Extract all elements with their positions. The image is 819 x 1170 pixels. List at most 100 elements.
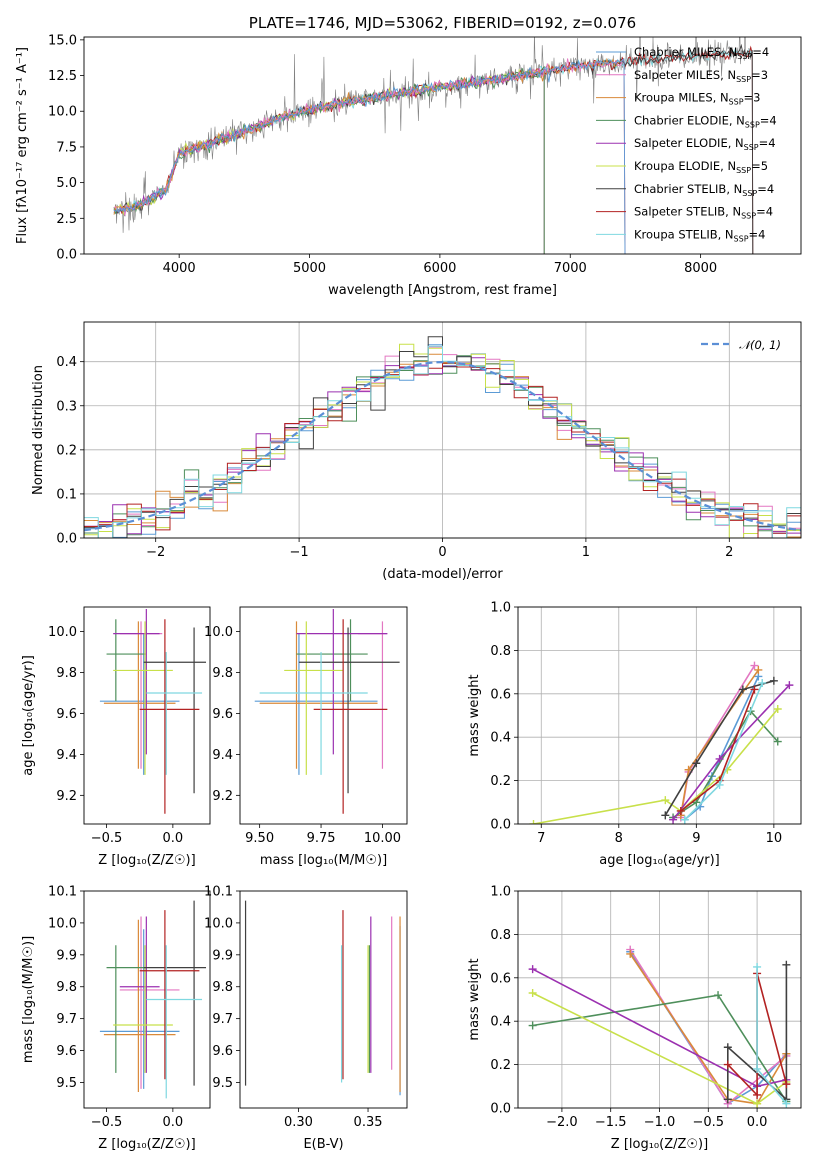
y-tick-label: 0.4: [56, 355, 77, 370]
weight-point-marker: [715, 780, 724, 789]
weight-point-marker: [529, 820, 538, 824]
errorbar-plot: [244, 900, 401, 1096]
x-tick-label: −2.0: [546, 1115, 578, 1130]
legend-suffix: =4: [757, 182, 774, 196]
y-tick-label: 1.0: [490, 885, 511, 900]
x-tick-label: 10.00: [364, 831, 401, 846]
y-axis-label: Normed distribution: [31, 365, 46, 495]
chart-weight-age: 7 8 9 10 0.0 0.2 0.4 0.6 0.8 1.0 age [log₁₀(age/yr…: [467, 601, 802, 868]
y-tick-label: 10.0: [204, 625, 233, 640]
x-tick-label: −1.0: [644, 1115, 676, 1130]
weight-point-marker: [753, 1090, 762, 1099]
histogram-plot: [84, 336, 801, 538]
axes-frame: [517, 606, 802, 825]
y-tick-label: 9.4: [212, 748, 233, 763]
weight-point-marker: [714, 991, 723, 1000]
weight-point-marker: [785, 681, 794, 690]
chart-weight-z: −2.0 −1.5 −1.0 −0.5 0.0 0.0 0.2 0.4 0.6 0.8 1.0 Z […: [467, 885, 802, 1152]
weight-point-marker: [676, 806, 685, 815]
x-tick-label: 7000: [554, 261, 587, 276]
axes-frame: [83, 890, 211, 1109]
axes-frame: [239, 606, 408, 825]
legend-entry: Kroupa MILES, NSSP=3: [634, 91, 760, 107]
legend-name: Kroupa ELODIE, N: [634, 159, 736, 173]
legend-suffix: =4: [752, 45, 769, 59]
y-tick-label: 10.0: [204, 916, 233, 931]
weight-point-marker: [528, 1021, 537, 1030]
y-tick-label: 10.0: [48, 625, 77, 640]
y-tick-label: 9.9: [212, 948, 233, 963]
y-tick-label: 9.6: [212, 1044, 233, 1059]
y-tick-label: 0.8: [490, 644, 511, 659]
x-tick-label: 8: [615, 831, 623, 846]
legend-name: Salpeter MILES, N: [634, 68, 736, 82]
weight-point-marker: [754, 665, 763, 674]
legend-sub: SSP: [745, 120, 760, 129]
y-tick-label: 0.8: [490, 928, 511, 943]
x-tick-label: 8000: [684, 261, 717, 276]
weight-point-marker: [661, 796, 670, 805]
weight-series-line: [664, 680, 775, 816]
chart-ebv-mass: 0.30 0.35 9.5 9.6 9.7 9.8 9.9 10.0 10.1 E(B-V): [204, 885, 408, 1152]
x-tick-label: 2: [725, 545, 733, 560]
weight-point-marker: [782, 1099, 791, 1108]
x-tick-label: 0.0: [163, 1115, 184, 1130]
chart-title: PLATE=1746, MJD=53062, FIBERID=0192, z=0…: [249, 14, 636, 32]
y-tick-label: 9.6: [56, 707, 77, 722]
y-tick-label: 2.5: [56, 212, 77, 227]
legend-entry: Kroupa ELODIE, NSSP=5: [634, 159, 768, 175]
weight-point-marker: [753, 1099, 762, 1108]
y-tick-label: 0.2: [490, 1058, 511, 1073]
legend-sub: SSP: [736, 75, 751, 84]
y-tick-label: 10.0: [48, 105, 77, 120]
x-tick-label: 0.30: [284, 1115, 313, 1130]
y-tick-label: 7.5: [56, 140, 77, 155]
legend-name: Kroupa STELIB, N: [634, 227, 734, 241]
legend-sub: SSP: [742, 189, 757, 198]
y-tick-label: 9.8: [56, 980, 77, 995]
weight-point-marker: [753, 1064, 762, 1073]
y-tick-label: 9.5: [212, 1076, 233, 1091]
y-tick-label: 9.2: [56, 789, 77, 804]
legend-sub: SSP: [736, 166, 751, 175]
x-tick-label: −0.5: [91, 1115, 123, 1130]
y-axis-label: Flux [fλ10⁻¹⁷ erg cm⁻² s⁻¹ A⁻¹]: [15, 47, 30, 244]
y-tick-label: 0.1: [56, 487, 77, 502]
legend-entry: Salpeter STELIB, NSSP=4: [634, 205, 773, 221]
legend-entry: Chabrier STELIB, NSSP=4: [634, 182, 774, 198]
legend-sub: SSP: [734, 234, 749, 243]
y-tick-label: 9.6: [56, 1044, 77, 1059]
weight-point-marker: [528, 965, 537, 974]
legend-suffix: =4: [759, 136, 776, 150]
weight-point-marker: [782, 1080, 791, 1089]
weight-point-marker: [528, 988, 537, 997]
chart-spectrum: 4000 5000 6000 7000 8000 0.0 2.5 5.0 7.5 10.0 12.5…: [15, 14, 802, 298]
weight-point-marker: [758, 678, 767, 687]
weight-point-marker: [738, 685, 747, 694]
y-tick-label: 9.8: [56, 666, 77, 681]
axes-frame: [83, 36, 802, 255]
y-tick-label: 0.6: [490, 687, 511, 702]
y-tick-label: 0.0: [490, 1102, 511, 1117]
weight-plot: [528, 945, 791, 1108]
legend-suffix: =4: [749, 227, 766, 241]
legend-sub: SSP: [729, 98, 744, 107]
weight-point-marker: [680, 815, 689, 824]
y-tick-label: 0.6: [490, 971, 511, 986]
y-tick-label: 0.0: [490, 818, 511, 833]
y-tick-label: 9.2: [212, 789, 233, 804]
x-tick-label: −1: [290, 545, 309, 560]
legend-suffix: =4: [760, 113, 777, 127]
legend-entry: 𝒩(0, 1): [739, 338, 781, 352]
y-tick-label: 10.0: [48, 916, 77, 931]
y-tick-label: 9.6: [212, 707, 233, 722]
chart-mass-age: 9.50 9.75 10.00 9.2 9.4 9.6 9.8 10.0 mass [log₁₀…: [204, 606, 408, 868]
weight-point-marker: [661, 811, 670, 820]
legend-entry: Chabrier MILES, NSSP=4: [634, 45, 769, 61]
histogram-step: [84, 345, 801, 538]
spectrum-plot: [113, 37, 754, 254]
x-axis-label: age [log₁₀(age/yr)]: [599, 853, 720, 868]
y-tick-label: 9.4: [56, 748, 77, 763]
y-tick-label: 0.2: [490, 774, 511, 789]
